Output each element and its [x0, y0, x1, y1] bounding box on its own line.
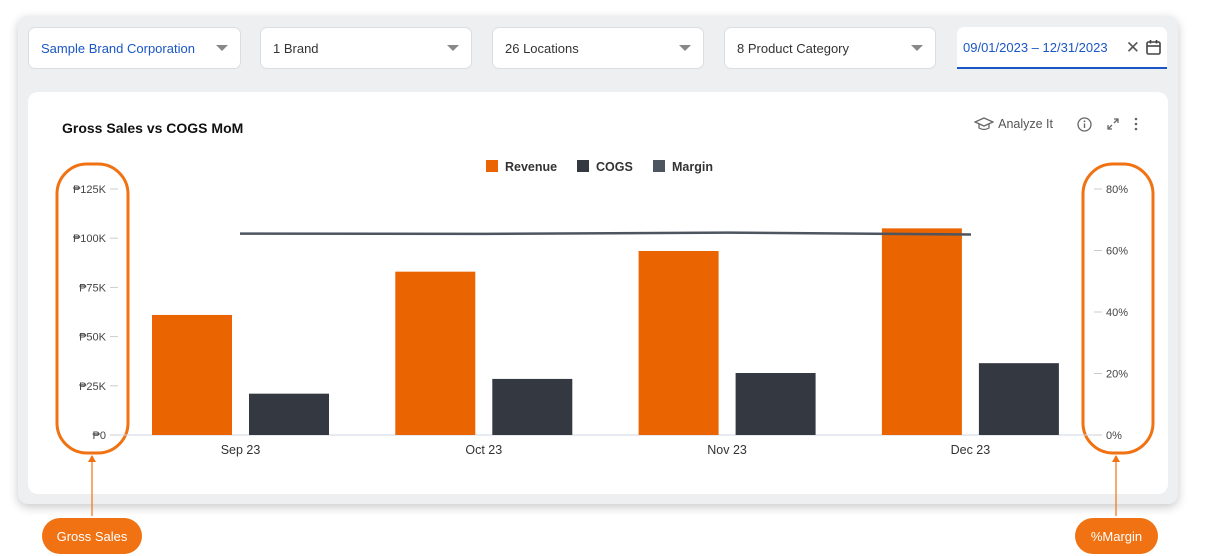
x-axis-label: Nov 23: [707, 443, 747, 457]
cogs-bar: [492, 378, 573, 435]
right-axis-highlight: [1081, 162, 1155, 455]
chevron-down-icon: [447, 45, 459, 51]
legend-label-margin: Margin: [672, 160, 713, 174]
margin-line-path: [239, 231, 972, 236]
left-axis-tick-label: ₱0: [93, 430, 106, 442]
x-axis-label: Sep 23: [221, 443, 261, 457]
margin-line: [239, 231, 972, 236]
callout-connectors: [55, 162, 1155, 516]
right-callout-arrow: [1112, 455, 1120, 462]
legend-label-revenue: Revenue: [505, 160, 557, 174]
company-filter-label: Sample Brand Corporation: [41, 40, 195, 56]
legend-swatch-cogs: [577, 160, 589, 172]
x-axis-labels: Sep 23 Oct 23 Nov 23 Dec 23: [221, 443, 991, 457]
calendar-icon[interactable]: [1146, 39, 1161, 55]
date-range-value: 09/01/2023 – 12/31/2023: [963, 39, 1108, 55]
right-axis-tick-label: 0%: [1106, 430, 1122, 442]
margin-callout: %Margin: [1075, 518, 1158, 554]
chart-legend: Revenue COGS Margin: [486, 160, 713, 174]
graduation-cap-icon[interactable]: [974, 116, 995, 132]
left-axis: ₱0 ₱25K ₱50K ₱75K ₱100K ₱125K: [73, 184, 118, 442]
left-axis-tick-label: ₱75K: [79, 282, 107, 294]
chevron-down-icon: [679, 45, 691, 51]
legend-label-cogs: COGS: [596, 160, 633, 174]
left-callout-arrow: [88, 455, 96, 462]
bars: [118, 228, 1094, 436]
gross-sales-callout: Gross Sales: [42, 518, 142, 554]
right-axis-tick-label: 80%: [1106, 184, 1128, 196]
x-axis-label: Dec 23: [951, 443, 991, 457]
info-icon[interactable]: [1077, 116, 1092, 132]
revenue-bar: [881, 228, 962, 435]
left-axis-highlight: [55, 162, 130, 455]
category-filter-label: 8 Product Category: [737, 40, 850, 56]
brand-filter-label: 1 Brand: [273, 40, 319, 56]
left-axis-tick-label: ₱100K: [73, 233, 107, 245]
revenue-bar: [152, 314, 232, 435]
locations-filter-label: 26 Locations: [505, 40, 579, 56]
locations-filter-dropdown[interactable]: 26 Locations: [492, 27, 704, 69]
left-axis-tick-label: ₱25K: [79, 381, 107, 393]
expand-icon[interactable]: [1106, 117, 1120, 131]
cogs-bar: [978, 363, 1059, 435]
cogs-bar: [735, 373, 816, 435]
right-axis: 0% 20% 40% 60% 80%: [1094, 184, 1128, 442]
brand-filter-dropdown[interactable]: 1 Brand: [260, 27, 472, 69]
chevron-down-icon: [216, 45, 228, 51]
category-filter-dropdown[interactable]: 8 Product Category: [724, 27, 936, 69]
date-range-picker[interactable]: 09/01/2023 – 12/31/2023 ✕: [957, 27, 1167, 69]
right-axis-tick-label: 20%: [1106, 369, 1128, 381]
chart-title: Gross Sales vs COGS MoM: [62, 120, 244, 136]
company-filter-dropdown[interactable]: Sample Brand Corporation: [28, 27, 241, 69]
right-axis-tick-label: 40%: [1106, 307, 1128, 319]
analyze-it-button[interactable]: Analyze It: [998, 117, 1053, 131]
legend-swatch-margin: [653, 160, 665, 172]
x-axis-label: Oct 23: [465, 443, 502, 457]
chevron-down-icon: [911, 45, 923, 51]
more-vertical-icon[interactable]: [1134, 117, 1138, 131]
revenue-bar: [395, 271, 476, 435]
chart-actions: Analyze It: [974, 116, 1138, 132]
left-axis-tick-label: ₱50K: [79, 332, 107, 344]
right-axis-tick-label: 60%: [1106, 246, 1128, 258]
revenue-bar: [638, 250, 719, 435]
legend-swatch-revenue: [486, 160, 498, 172]
cogs-bar: [249, 393, 329, 435]
clear-icon[interactable]: ✕: [1125, 37, 1140, 57]
left-axis-tick-label: ₱125K: [73, 184, 107, 196]
